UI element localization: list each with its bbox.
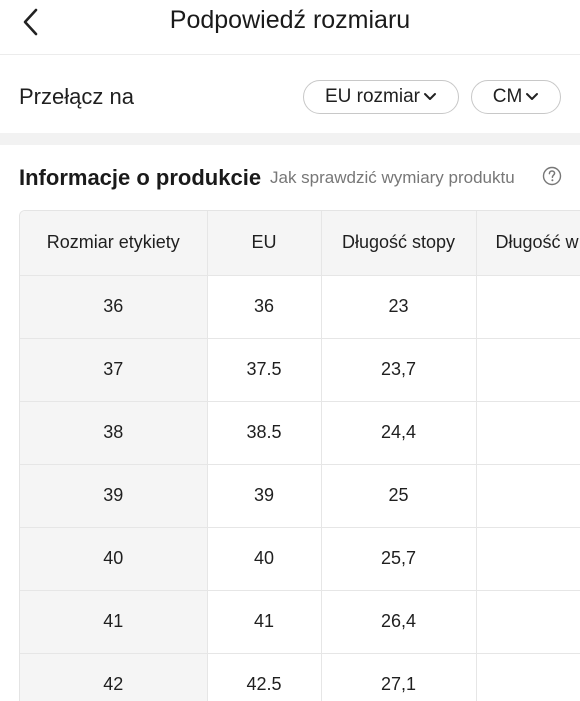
eu-size-cell: 39 [207, 464, 322, 528]
table-header-row: Rozmiar etykiety EU Długość stopy Długoś… [20, 211, 580, 276]
length-cell [476, 338, 580, 402]
length-cell [476, 653, 580, 701]
column-header: Długość stopy [321, 211, 477, 276]
unit-value: CM [492, 86, 523, 107]
question-circle-icon[interactable] [542, 166, 562, 186]
unit-dropdown[interactable]: CM [471, 80, 561, 114]
column-header: EU [207, 211, 322, 276]
unit-switch-row: Przełącz na EU rozmiar CM [0, 55, 580, 135]
label-size-cell: 38 [20, 401, 208, 465]
foot-length-cell: 25 [321, 464, 477, 528]
length-cell [476, 527, 580, 591]
label-size-cell: 40 [20, 527, 208, 591]
size-system-value: EU rozmiar [324, 86, 420, 107]
length-cell [476, 275, 580, 339]
eu-size-cell: 40 [207, 527, 322, 591]
eu-size-cell: 36 [207, 275, 322, 339]
foot-length-cell: 24,4 [321, 401, 477, 465]
switch-label: Przełącz na [19, 84, 134, 109]
table-row: 36 36 23 [20, 275, 580, 339]
section-title: Informacje o produkcie [19, 165, 262, 190]
chevron-down-icon [423, 86, 437, 108]
page-title: Podpowiedź rozmiaru [169, 6, 411, 34]
length-cell [476, 464, 580, 528]
label-size-cell: 42 [20, 653, 208, 701]
column-header: Rozmiar etykiety [20, 211, 208, 276]
foot-length-cell: 27,1 [321, 653, 477, 701]
top-bar: Podpowiedź rozmiaru [0, 0, 580, 55]
label-size-cell: 37 [20, 338, 208, 402]
chevron-left-icon [23, 8, 38, 36]
back-button[interactable] [16, 6, 48, 38]
table-row: 41 41 26,4 [20, 590, 580, 654]
foot-length-cell: 26,4 [321, 590, 477, 654]
eu-size-cell: 41 [207, 590, 322, 654]
size-table: Rozmiar etykiety EU Długość stopy Długoś… [19, 210, 580, 701]
column-header: Długość w [476, 211, 580, 276]
foot-length-cell: 23,7 [321, 338, 477, 402]
table-row: 42 42.5 27,1 [20, 653, 580, 701]
eu-size-cell: 38.5 [207, 401, 322, 465]
size-system-dropdown[interactable]: EU rozmiar [303, 80, 459, 114]
table-row: 37 37.5 23,7 [20, 338, 580, 402]
length-cell [476, 590, 580, 654]
product-info-row: Informacje o produkcie Jak sprawdzić wym… [0, 145, 580, 207]
foot-length-cell: 23 [321, 275, 477, 339]
length-cell [476, 401, 580, 465]
foot-length-cell: 25,7 [321, 527, 477, 591]
eu-size-cell: 37.5 [207, 338, 322, 402]
label-size-cell: 36 [20, 275, 208, 339]
table-row: 40 40 25,7 [20, 527, 580, 591]
label-size-cell: 41 [20, 590, 208, 654]
size-chart-table: Rozmiar etykiety EU Długość stopy Długoś… [20, 211, 580, 701]
label-size-cell: 39 [20, 464, 208, 528]
chevron-down-icon [525, 86, 539, 108]
table-row: 39 39 25 [20, 464, 580, 528]
measure-guide-link[interactable]: Jak sprawdzić wymiary produktu [270, 168, 515, 187]
section-divider [0, 133, 580, 145]
eu-size-cell: 42.5 [207, 653, 322, 701]
table-row: 38 38.5 24,4 [20, 401, 580, 465]
